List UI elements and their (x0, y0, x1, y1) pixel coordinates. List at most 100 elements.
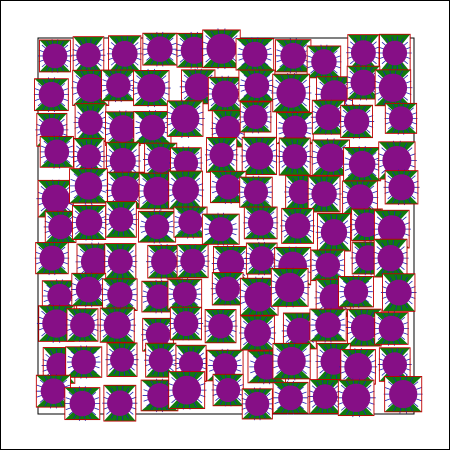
pattern-tile (166, 170, 205, 210)
purple-disk (108, 207, 134, 232)
pattern-tile (338, 275, 374, 309)
purple-disk (80, 247, 110, 277)
tile-border (176, 244, 209, 279)
purple-disk (385, 279, 412, 306)
purple-disk (76, 73, 105, 102)
purple-disk (178, 351, 204, 376)
purple-disk (75, 209, 103, 236)
purple-disk (173, 150, 199, 176)
pattern-tile (73, 103, 108, 143)
tile-border (374, 312, 409, 345)
purple-disk (143, 176, 172, 206)
tile-border (241, 388, 273, 420)
tile-border (384, 102, 418, 134)
purple-disk (208, 217, 233, 242)
purple-disk (244, 73, 270, 99)
pattern-tile (175, 244, 210, 279)
tile-border (166, 100, 204, 137)
purple-disk (110, 347, 135, 372)
pattern-tile (380, 273, 417, 312)
pattern-tile (308, 379, 343, 414)
purple-disk (388, 106, 413, 131)
purple-disk (216, 377, 241, 403)
purple-disk (288, 179, 313, 205)
purple-disk (286, 317, 313, 345)
pattern-tile (377, 347, 412, 382)
pattern-tile (146, 243, 183, 280)
pattern-tile (310, 99, 347, 135)
pattern-tile (131, 68, 171, 108)
purple-disk (178, 210, 203, 235)
pattern-tile (272, 380, 309, 415)
tile-border (382, 273, 416, 312)
pattern-tile (277, 137, 312, 176)
purple-disk (39, 117, 64, 142)
pattern-tile (105, 170, 146, 210)
pattern-tile (206, 75, 244, 113)
purple-disk (350, 69, 377, 96)
tile-border (65, 346, 103, 378)
pattern-tile (33, 77, 69, 112)
purple-disk (172, 375, 202, 405)
pattern-tile (166, 370, 207, 410)
purple-disk (180, 36, 208, 64)
purple-disk (172, 176, 200, 204)
pattern-tile (377, 33, 412, 73)
tile-border (309, 308, 347, 342)
pattern-tile (315, 213, 353, 252)
purple-disk (147, 36, 173, 62)
purple-disk (280, 42, 307, 69)
tile-border (66, 308, 99, 342)
purple-disk (249, 246, 275, 271)
pattern-tile (65, 345, 103, 379)
purple-disk (311, 49, 337, 75)
pattern-tile (372, 238, 409, 278)
pattern-tile (306, 175, 342, 213)
tile-border (241, 136, 277, 175)
tile-border (384, 376, 423, 413)
purple-disk (48, 214, 73, 240)
tile-border (270, 267, 309, 307)
pattern-tile (71, 36, 106, 75)
purple-disk (382, 352, 408, 377)
purple-disk (315, 312, 341, 338)
tile-border (204, 309, 237, 344)
pattern-tile (383, 169, 420, 206)
pattern-tile (144, 342, 178, 378)
purple-disk (75, 276, 102, 303)
purple-disk (209, 142, 234, 167)
tile-border (240, 315, 275, 351)
tile-border (168, 371, 206, 410)
pattern-tile (142, 31, 178, 67)
purple-disk (40, 378, 67, 404)
purple-disk (245, 391, 270, 416)
purple-disk (44, 139, 70, 165)
purple-disk (74, 172, 103, 200)
purple-disk (377, 215, 406, 244)
purple-disk (389, 380, 418, 409)
purple-disk (106, 73, 131, 98)
pattern-tile (70, 204, 108, 241)
purple-disk (139, 114, 166, 141)
pattern-tile (104, 200, 138, 238)
purple-disk (212, 353, 238, 378)
pattern-tile (270, 72, 312, 114)
purple-disk (107, 248, 133, 274)
purple-disk (42, 309, 71, 338)
purple-disk (344, 353, 372, 381)
pattern-tile (376, 140, 417, 181)
pattern-tile (284, 175, 318, 210)
tile-border (35, 242, 69, 275)
tile-border (338, 275, 374, 308)
pattern-tile (105, 342, 139, 377)
pattern-tile (167, 277, 203, 311)
purple-disk (39, 245, 65, 271)
tile-border (201, 213, 240, 245)
tile-border (239, 101, 272, 133)
purple-disk (245, 142, 274, 170)
purple-disk (145, 322, 171, 348)
purple-disk (282, 115, 308, 141)
purple-disk (107, 281, 133, 308)
purple-disk (42, 43, 68, 69)
